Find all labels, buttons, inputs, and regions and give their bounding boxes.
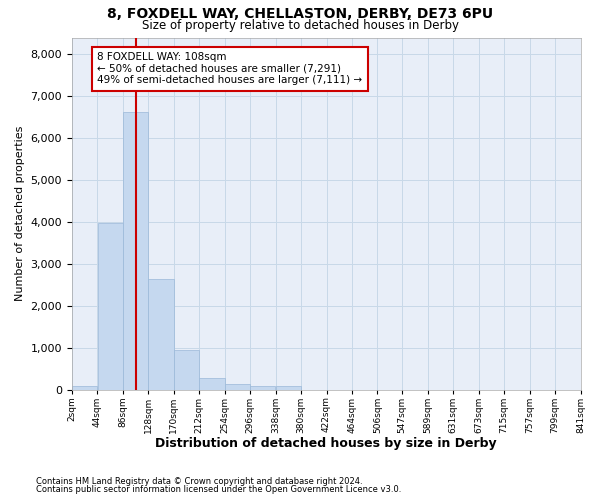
Text: Contains HM Land Registry data © Crown copyright and database right 2024.: Contains HM Land Registry data © Crown c… bbox=[36, 477, 362, 486]
Bar bbox=[123, 112, 148, 390]
X-axis label: Distribution of detached houses by size in Derby: Distribution of detached houses by size … bbox=[155, 437, 497, 450]
Bar bbox=[174, 350, 199, 390]
Text: 8, FOXDELL WAY, CHELLASTON, DERBY, DE73 6PU: 8, FOXDELL WAY, CHELLASTON, DERBY, DE73 … bbox=[107, 8, 493, 22]
Bar bbox=[98, 222, 122, 390]
Bar bbox=[148, 280, 173, 390]
Bar bbox=[225, 384, 250, 390]
Bar bbox=[250, 386, 275, 390]
Text: 8 FOXDELL WAY: 108sqm
← 50% of detached houses are smaller (7,291)
49% of semi-d: 8 FOXDELL WAY: 108sqm ← 50% of detached … bbox=[97, 52, 362, 86]
Bar bbox=[199, 378, 224, 390]
Y-axis label: Number of detached properties: Number of detached properties bbox=[15, 126, 25, 301]
Bar bbox=[72, 386, 97, 390]
Bar bbox=[276, 386, 301, 390]
Text: Size of property relative to detached houses in Derby: Size of property relative to detached ho… bbox=[142, 18, 458, 32]
Text: Contains public sector information licensed under the Open Government Licence v3: Contains public sector information licen… bbox=[36, 485, 401, 494]
